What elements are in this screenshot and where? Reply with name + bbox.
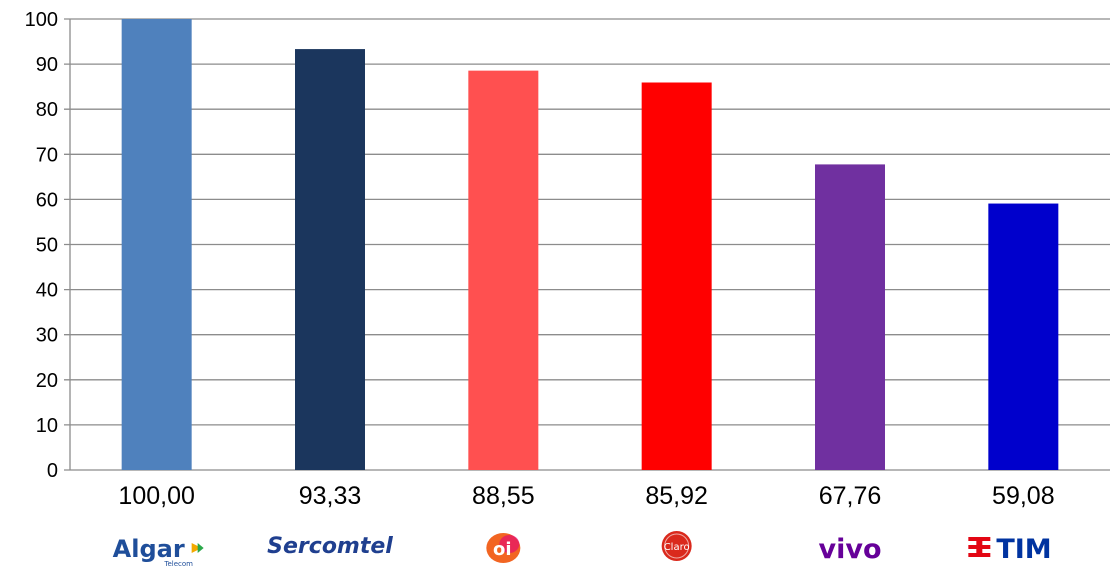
category-value-label: 85,92 <box>645 482 708 510</box>
category-value-label: 59,08 <box>992 482 1055 510</box>
claro-logo: Claro <box>661 531 692 561</box>
y-tick-label: 0 <box>47 460 58 482</box>
y-axis: 0 10 20 30 40 50 60 70 80 90 100 <box>25 9 71 482</box>
bar-claro <box>641 82 712 471</box>
svg-text:Claro: Claro <box>664 542 690 553</box>
svg-text:TIM: TIM <box>996 534 1051 565</box>
category-value-label: 93,33 <box>299 482 362 510</box>
bars <box>121 19 1059 471</box>
tim-logo: TIM <box>968 534 1052 565</box>
svg-text:vivo: vivo <box>818 534 881 565</box>
bar-algar-telecom <box>121 19 192 470</box>
y-tick-label: 50 <box>36 235 58 257</box>
y-tick-label: 70 <box>36 144 58 166</box>
category-value-label: 67,76 <box>819 482 882 510</box>
y-tick-label: 60 <box>36 189 58 211</box>
vivo-logo: vivo <box>818 534 881 565</box>
bar-tim <box>988 203 1059 470</box>
y-tick-label: 80 <box>36 99 58 121</box>
y-tick-label: 40 <box>36 280 58 302</box>
svg-text:Sercomtel: Sercomtel <box>267 534 393 559</box>
y-tick-label: 90 <box>36 54 58 76</box>
sercomtel-logo: Sercomtel <box>267 534 393 559</box>
y-tick-label: 100 <box>25 9 58 31</box>
y-tick-label: 20 <box>36 370 58 392</box>
oi-logo: oi <box>486 533 521 563</box>
gridlines <box>64 18 1110 471</box>
svg-text:Telecom: Telecom <box>163 560 193 567</box>
bar-sercomtel <box>295 49 365 471</box>
y-tick-label: 30 <box>36 325 58 347</box>
svg-text:oi: oi <box>493 539 512 560</box>
category-value-label: 88,55 <box>472 482 535 510</box>
category-value-label: 100,00 <box>118 482 194 510</box>
bar-oi <box>468 70 539 471</box>
svg-text:Algar: Algar <box>113 535 185 563</box>
y-tick-label: 10 <box>36 415 58 437</box>
bar-vivo <box>815 164 885 470</box>
category-value-labels: 100,00 93,33 88,55 85,92 67,76 59,08 <box>118 482 1054 510</box>
